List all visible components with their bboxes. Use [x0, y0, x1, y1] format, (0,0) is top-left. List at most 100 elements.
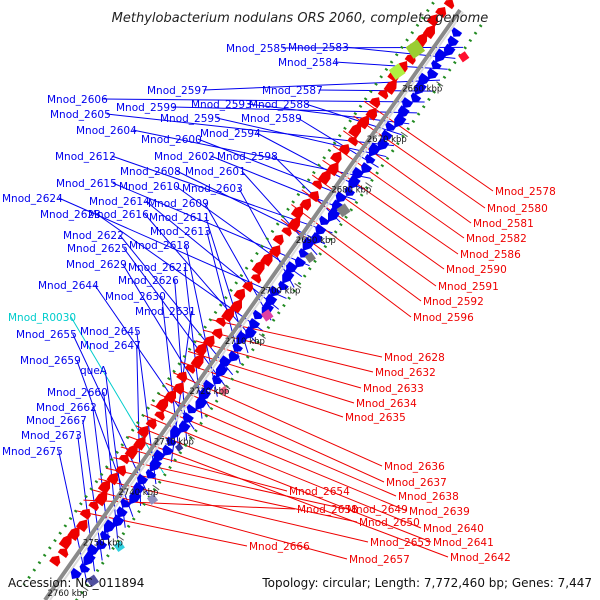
gene-connector [157, 393, 397, 497]
forward-gene-arrow [451, 27, 463, 37]
feature-block [219, 385, 229, 396]
gene-connector [58, 450, 88, 583]
kbp-tick-mark [223, 383, 231, 390]
gene-label: Mnod_2636 [384, 461, 445, 473]
gene-connector [297, 117, 379, 168]
kbp-tick-label: 2660 kbp [402, 85, 442, 95]
reverse-gene-arrow [242, 281, 254, 293]
gene-label: Mnod_2603 [182, 183, 243, 195]
reverse-gene-arrow [338, 144, 350, 156]
gene-label: Mnod_2635 [345, 412, 406, 424]
kbp-tick-label: 2750 kbp [83, 539, 123, 549]
gene-label: Mnod_2583 [288, 42, 349, 54]
forward-gene-arrow [265, 293, 278, 307]
forward-gene-arrow [162, 444, 174, 456]
gene-label: Mnod_2625 [67, 243, 128, 255]
reverse-gene-arrow [287, 216, 301, 232]
forward-gene-arrow [385, 121, 396, 131]
reverse-gene-arrow [211, 328, 223, 340]
gene-label: Mnod_2621 [128, 262, 189, 274]
reverse-gene-arrow [97, 479, 111, 495]
reverse-gene-arrow [347, 136, 358, 147]
gene-label: Mnod_2658 [297, 504, 358, 516]
gene-label: Mnod_2589 [241, 113, 302, 125]
gene-label: Mnod_2626 [118, 275, 179, 287]
gene-label: Mnod_2633 [363, 383, 424, 395]
gene-label: Mnod_2630 [105, 291, 166, 303]
reverse-gene-arrow [67, 526, 80, 541]
forward-gene-arrow [447, 35, 459, 47]
track-layer [43, 8, 464, 600]
reverse-gene-arrow [155, 396, 169, 413]
gene-label: Mnod_2592 [423, 296, 484, 308]
reverse-gene-arrow [221, 306, 235, 323]
forward-gene-arrow [186, 403, 198, 414]
forward-gene-arrow [368, 142, 382, 157]
reverse-gene-arrow [190, 353, 204, 370]
gene-connector [184, 266, 203, 419]
reverse-gene-arrow [106, 472, 119, 486]
reverse-gene-arrow [348, 122, 362, 139]
reverse-gene-arrow [194, 342, 207, 357]
reverse-gene-arrow [383, 78, 397, 95]
forward-gene-arrow [311, 231, 324, 245]
forward-gene-arrow [116, 506, 128, 518]
gene-label: Mnod_2653 [370, 537, 431, 549]
gene-connector [318, 89, 433, 92]
gene-label: Mnod_2649 [347, 504, 408, 516]
gene-label: Mnod_2599 [116, 102, 177, 114]
reverse-gene-arrow [133, 436, 146, 451]
kbp-tick-mark [436, 81, 444, 87]
kbp-tick-mark [258, 333, 266, 339]
reverse-gene-arrow [377, 90, 389, 100]
gene-connector [216, 117, 387, 158]
forward-gene-arrow [70, 567, 82, 579]
forward-gene-arrow [182, 412, 194, 424]
gene-label: Mnod_2639 [409, 506, 470, 518]
gene-label: Mnod_2605 [50, 109, 111, 121]
kbp-tick-mark [365, 182, 373, 188]
forward-gene-arrow [236, 330, 249, 346]
gene-label: Mnod_2624 [2, 193, 63, 205]
gene-label: Mnod_2642 [450, 552, 511, 564]
forward-gene-arrow [269, 285, 281, 297]
gene-label: Mnod_2615 [56, 178, 117, 190]
feature-block [304, 251, 316, 264]
reverse-gene-arrow [290, 205, 304, 220]
forward-gene-arrow [120, 498, 131, 508]
forward-gene-arrow [344, 186, 356, 196]
gene-label: Mnod_2657 [349, 554, 410, 566]
forward-gene-arrow [348, 175, 361, 190]
gene-label: Mnod_2582 [466, 233, 527, 245]
gene-connector [174, 279, 188, 441]
reverse-gene-arrow [137, 425, 149, 439]
gene-label: Mnod_2612 [55, 151, 116, 163]
kbp-tick-label: 2690 kbp [296, 236, 336, 246]
gene-label: Mnod_2600 [141, 134, 202, 146]
gene-connector [334, 61, 448, 70]
feature-block [260, 309, 274, 322]
feature-block [113, 540, 125, 553]
gene-label: Mnod_2654 [289, 486, 350, 498]
forward-gene-arrow [286, 261, 298, 274]
reverse-gene-arrow [118, 454, 130, 465]
reverse-gene-arrow [369, 97, 381, 109]
forward-gene-arrow [96, 538, 108, 550]
kbp-tick-label: 2740 kbp [118, 488, 158, 498]
gene-label: Mnod_2634 [356, 398, 417, 410]
forward-gene-arrow [398, 105, 410, 118]
feature-block [336, 203, 351, 218]
forward-gene-arrow [145, 469, 157, 479]
feature-block [388, 63, 406, 80]
gene-label: Mnod_2604 [76, 125, 137, 137]
gene-label: Mnod_2675 [2, 446, 63, 458]
gene-label: queA [80, 365, 108, 377]
gene-label: Mnod_2644 [38, 280, 99, 292]
gene-label: Mnod_2673 [21, 430, 82, 442]
gene-connector [123, 247, 226, 387]
forward-gene-arrow [195, 395, 208, 411]
map-title: Methylobacterium nodulans ORS 2060, comp… [112, 11, 489, 26]
gene-connector [206, 230, 241, 365]
reverse-gene-arrow [115, 465, 127, 477]
reverse-gene-arrow [94, 490, 108, 507]
